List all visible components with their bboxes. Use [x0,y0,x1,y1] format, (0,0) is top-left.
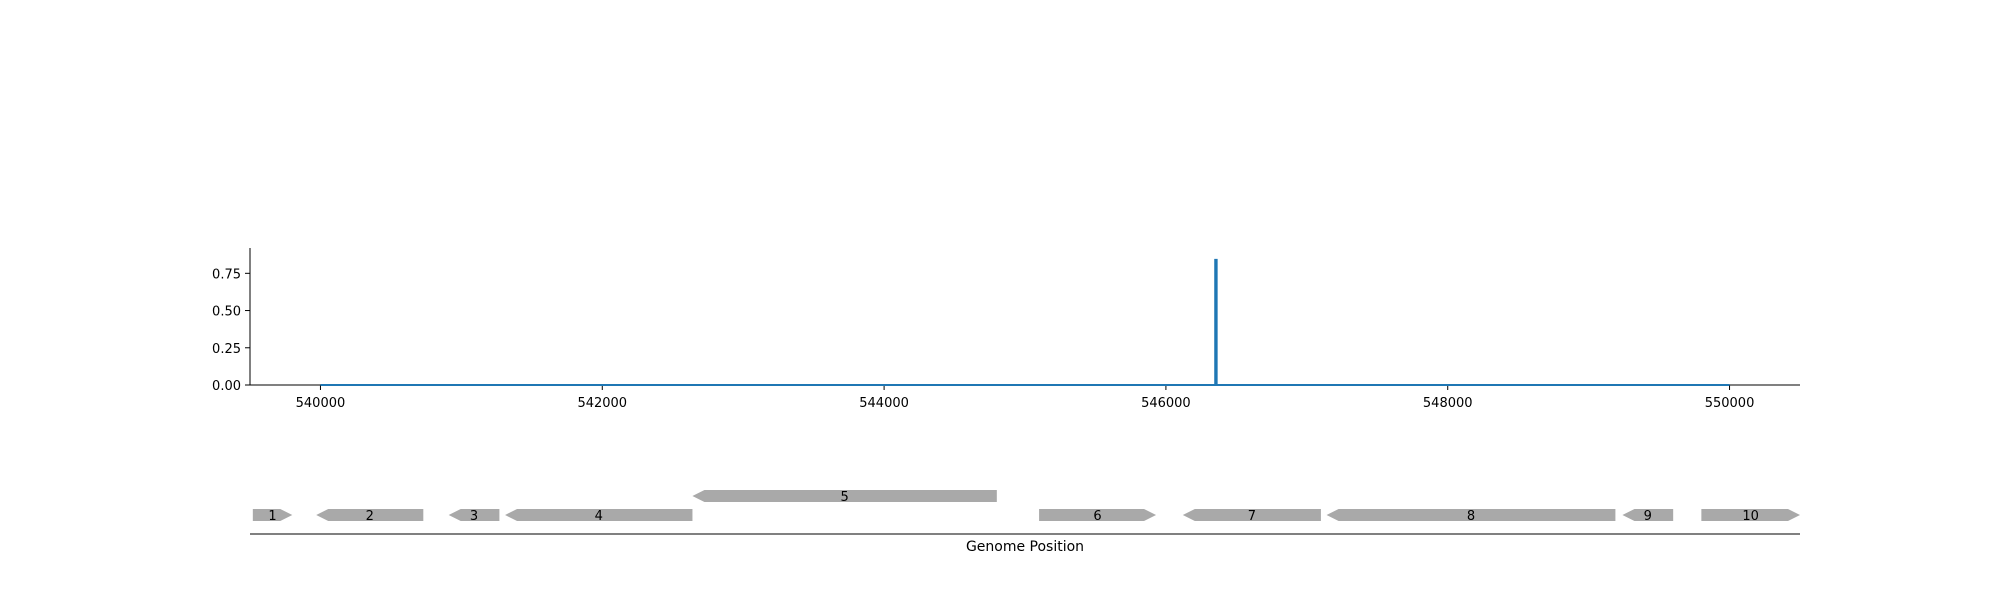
genome-axis-title: Genome Position [966,539,1084,555]
gene-feature [1039,509,1157,521]
gene-feature [1622,509,1674,521]
gene-label: 1 [268,509,276,524]
x-tick-label: 544000 [859,396,909,411]
gene-feature [448,509,500,521]
gene-feature [316,509,424,521]
x-tick-label: 546000 [1141,396,1191,411]
gene-label: 8 [1467,509,1475,524]
gene-label: 9 [1644,509,1652,524]
x-tick-label: 550000 [1705,396,1755,411]
gene-feature [1182,509,1321,521]
coverage-line [320,258,1730,386]
gene-track: 1 2 3 4 5 6 7 8 9 10 Genome Position [250,490,1800,555]
y-tick-label: 0.25 [212,342,241,357]
y-tick-label: 0.50 [212,305,241,320]
x-tick-label: 540000 [296,396,346,411]
gene-label: 6 [1093,509,1101,524]
coverage-plot: 0.00 0.25 0.50 0.75 540000 542000 544000 546000… [212,248,1800,411]
gene-feature [252,509,293,521]
y-tick-label: 0.75 [212,267,241,282]
gene-feature [505,509,693,521]
gene-label: 4 [595,509,603,524]
gene-label: 2 [366,509,374,524]
y-tick-label: 0.00 [212,379,241,394]
gene-feature [1326,509,1616,521]
gene-feature [1701,509,1800,521]
x-tick-label: 542000 [577,396,627,411]
gene-label: 10 [1742,509,1759,524]
x-tick-label: 548000 [1423,396,1473,411]
gene-label: 5 [840,490,848,505]
gene-label: 3 [470,509,478,524]
gene-feature [692,490,997,502]
gene-label: 7 [1248,509,1256,524]
